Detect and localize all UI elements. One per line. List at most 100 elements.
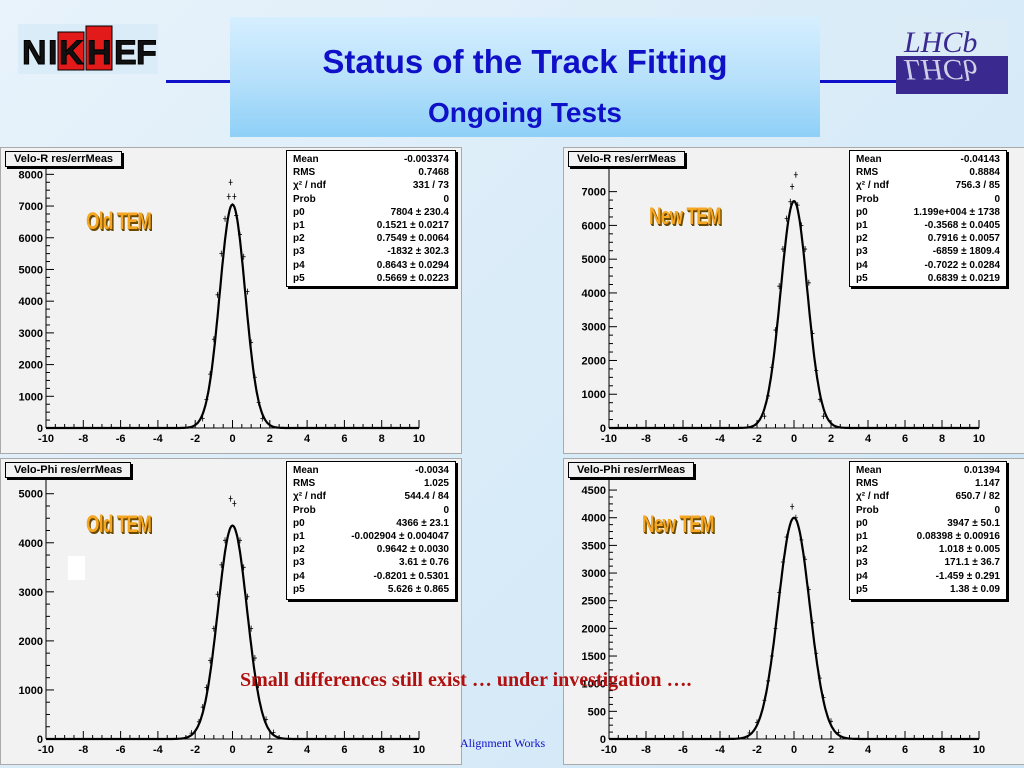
data-point bbox=[208, 657, 213, 664]
data-point bbox=[769, 364, 774, 371]
stats-key: χ² / ndf bbox=[293, 180, 326, 192]
y-tick-label: 0 bbox=[37, 734, 43, 746]
data-point bbox=[249, 339, 254, 346]
x-tick-label: 10 bbox=[973, 433, 985, 445]
stats-row: χ² / ndf 650.7 / 82 bbox=[856, 490, 1000, 503]
y-tick-label: 2000 bbox=[19, 636, 43, 648]
x-tick-label: 8 bbox=[939, 744, 945, 756]
x-tick-label: -10 bbox=[38, 433, 54, 445]
stats-value: 0 bbox=[994, 193, 1000, 205]
x-tick-label: 2 bbox=[828, 433, 834, 445]
data-point bbox=[226, 193, 231, 200]
y-tick-label: 1000 bbox=[582, 389, 606, 401]
stats-row: p5 0.6839 ± 0.0219 bbox=[856, 272, 1000, 285]
histogram-title: Velo-R res/errMeas bbox=[5, 151, 123, 167]
tem-label: New TEM bbox=[649, 203, 721, 230]
tem-label: Old TEM bbox=[86, 208, 152, 235]
data-point bbox=[232, 193, 237, 200]
annotation-note: Small differences still exist … under in… bbox=[240, 669, 692, 691]
stats-value: -0.04143 bbox=[960, 154, 1000, 165]
stats-key: Prob bbox=[293, 504, 316, 516]
stats-row: p5 0.5669 ± 0.0223 bbox=[293, 272, 449, 285]
data-point bbox=[219, 250, 224, 257]
stats-value: 1.38 ± 0.09 bbox=[950, 583, 1000, 595]
fit-curve bbox=[609, 199, 979, 430]
svg-text:H: H bbox=[87, 34, 112, 72]
x-tick-label: 0 bbox=[229, 433, 235, 445]
stats-value: 0.08398 ± 0.00916 bbox=[916, 531, 1000, 542]
stats-key: Mean bbox=[293, 465, 319, 476]
slide-subtitle: Ongoing Tests bbox=[428, 97, 622, 128]
svg-text:I: I bbox=[48, 34, 57, 72]
data-point bbox=[189, 730, 194, 737]
x-tick-label: -8 bbox=[78, 744, 88, 756]
stats-row: p3 -1832 ± 302.3 bbox=[293, 245, 449, 258]
data-point bbox=[271, 729, 276, 736]
stats-key: p5 bbox=[856, 272, 868, 284]
data-point bbox=[200, 704, 205, 711]
data-point bbox=[252, 655, 257, 662]
footer-text: Alignment Works bbox=[460, 736, 546, 750]
y-tick-label: 2500 bbox=[582, 596, 606, 608]
data-point bbox=[784, 534, 789, 541]
stats-value: 3.61 ± 0.76 bbox=[399, 557, 449, 569]
y-tick-label: 4000 bbox=[19, 296, 43, 308]
stats-key: p4 bbox=[856, 570, 868, 582]
stats-value: 0.7468 bbox=[418, 167, 449, 179]
stats-row: p3 171.1 ± 36.7 bbox=[856, 556, 1000, 569]
header-rule-right bbox=[820, 80, 896, 83]
data-point bbox=[211, 625, 216, 632]
data-point bbox=[215, 291, 220, 298]
stats-value: 1.199e+004 ± 1738 bbox=[913, 206, 1000, 218]
header-rule-left bbox=[166, 80, 230, 83]
x-tick-label: 0 bbox=[791, 433, 797, 445]
stats-row: Prob 0 bbox=[293, 504, 449, 517]
stats-row: p2 0.9642 ± 0.0030 bbox=[293, 543, 449, 556]
x-tick-label: 2 bbox=[828, 744, 834, 756]
x-tick-label: -2 bbox=[190, 433, 200, 445]
stats-row: RMS 0.7468 bbox=[293, 166, 449, 179]
stats-row: p2 0.7916 ± 0.0057 bbox=[856, 232, 1000, 245]
stats-value: -0.0034 bbox=[415, 465, 449, 476]
svg-text:K: K bbox=[59, 34, 84, 72]
stats-value: 0.1521 ± 0.0217 bbox=[376, 220, 449, 231]
fit-stats-box: Mean 0.01394 RMS 1.147 χ² / ndf 650.7 / 82 Pro… bbox=[849, 461, 1007, 600]
stats-key: p0 bbox=[856, 517, 868, 529]
stats-key: p0 bbox=[856, 206, 868, 218]
x-tick-label: 4 bbox=[865, 744, 872, 756]
stats-row: p4 -1.459 ± 0.291 bbox=[856, 570, 1000, 583]
x-tick-label: -4 bbox=[153, 433, 164, 445]
data-point bbox=[793, 514, 798, 521]
x-tick-label: -8 bbox=[78, 433, 88, 445]
data-point bbox=[799, 222, 804, 229]
x-tick-label: 0 bbox=[791, 744, 797, 756]
y-tick-label: 3000 bbox=[582, 568, 606, 580]
histogram-panel-velo-phi-new: -10 -8 -6 -4 -2 0 2 4 6 8 10 0 500 1000 1500 2000 2500 30… bbox=[563, 458, 1024, 765]
data-point bbox=[245, 593, 250, 600]
x-tick-label: -8 bbox=[641, 744, 651, 756]
y-tick-label: 8000 bbox=[19, 169, 43, 181]
data-point bbox=[803, 246, 808, 253]
data-point bbox=[223, 537, 228, 544]
x-tick-label: -2 bbox=[752, 744, 762, 756]
stats-row: p0 3947 ± 50.1 bbox=[856, 517, 1000, 530]
data-point bbox=[810, 619, 815, 626]
data-point bbox=[208, 371, 213, 378]
stats-row: p3 -6859 ± 1809.4 bbox=[856, 245, 1000, 258]
data-point bbox=[790, 183, 795, 190]
stats-key: χ² / ndf bbox=[293, 491, 326, 503]
stats-key: Prob bbox=[293, 193, 316, 205]
y-tick-label: 5000 bbox=[19, 489, 43, 501]
stats-key: RMS bbox=[293, 478, 316, 490]
svg-text:F: F bbox=[136, 34, 157, 72]
y-tick-label: 2000 bbox=[19, 360, 43, 372]
histogram-panel-velo-phi-old: -10 -8 -6 -4 -2 0 2 4 6 8 10 0 1000 2000 3000 4000 5000 V… bbox=[0, 458, 462, 765]
fit-curve bbox=[46, 524, 419, 741]
y-tick-label: 4000 bbox=[582, 513, 606, 525]
stats-key: Mean bbox=[856, 465, 882, 476]
x-tick-label: -6 bbox=[116, 433, 126, 445]
histogram-title: Velo-R res/errMeas bbox=[568, 151, 686, 167]
data-point bbox=[249, 625, 254, 632]
x-tick-label: 8 bbox=[379, 744, 385, 756]
stats-key: p1 bbox=[293, 220, 305, 231]
